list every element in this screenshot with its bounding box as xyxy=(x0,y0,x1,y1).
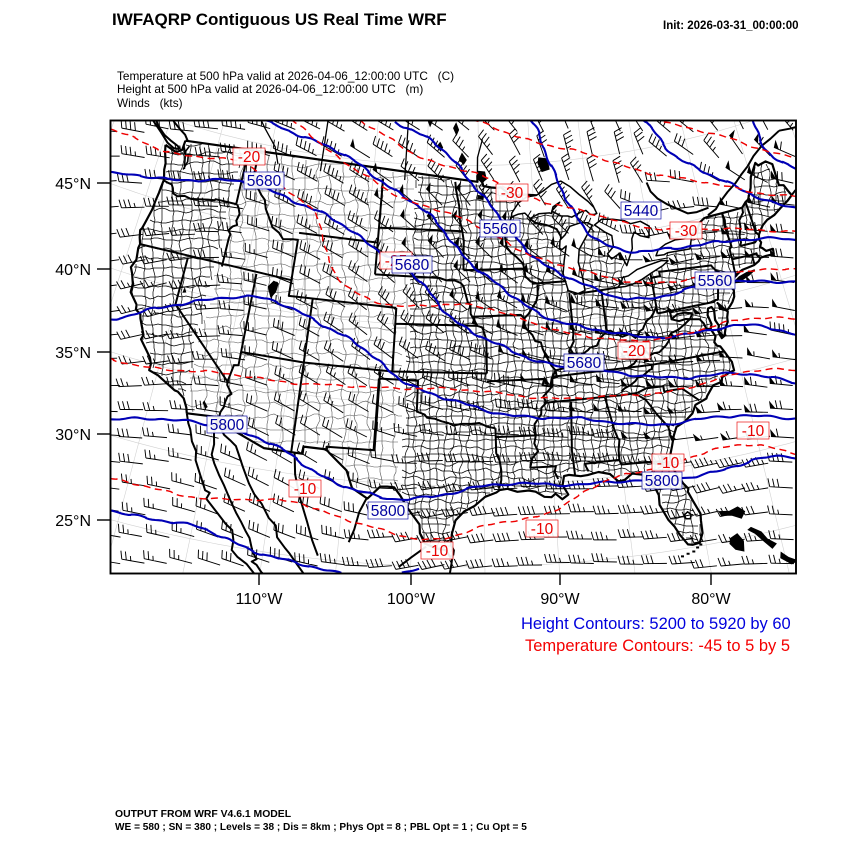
svg-text:100°W: 100°W xyxy=(387,591,436,608)
svg-text:90°W: 90°W xyxy=(540,591,580,608)
svg-text:5560: 5560 xyxy=(483,221,518,238)
svg-text:5800: 5800 xyxy=(210,417,245,434)
svg-text:-10: -10 xyxy=(657,455,680,472)
svg-text:80°W: 80°W xyxy=(691,591,731,608)
svg-text:45°N: 45°N xyxy=(55,176,91,193)
svg-text:5800: 5800 xyxy=(371,503,406,520)
svg-text:30°N: 30°N xyxy=(55,427,91,444)
svg-text:25°N: 25°N xyxy=(55,513,91,530)
svg-text:-20: -20 xyxy=(623,343,646,360)
svg-text:5680: 5680 xyxy=(247,173,282,190)
svg-text:5800: 5800 xyxy=(645,473,680,490)
svg-text:-30: -30 xyxy=(675,223,698,240)
svg-text:5680: 5680 xyxy=(395,257,430,274)
svg-text:-10: -10 xyxy=(426,543,449,560)
svg-text:-10: -10 xyxy=(742,423,765,440)
svg-text:40°N: 40°N xyxy=(55,262,91,279)
svg-text:-20: -20 xyxy=(238,149,261,166)
svg-text:35°N: 35°N xyxy=(55,345,91,362)
svg-text:-10: -10 xyxy=(294,481,317,498)
svg-text:5680: 5680 xyxy=(567,355,602,372)
svg-text:5440: 5440 xyxy=(624,203,659,220)
svg-text:110°W: 110°W xyxy=(235,591,283,608)
svg-text:-10: -10 xyxy=(531,521,554,538)
svg-text:-30: -30 xyxy=(501,185,524,202)
svg-text:5560: 5560 xyxy=(698,273,733,290)
